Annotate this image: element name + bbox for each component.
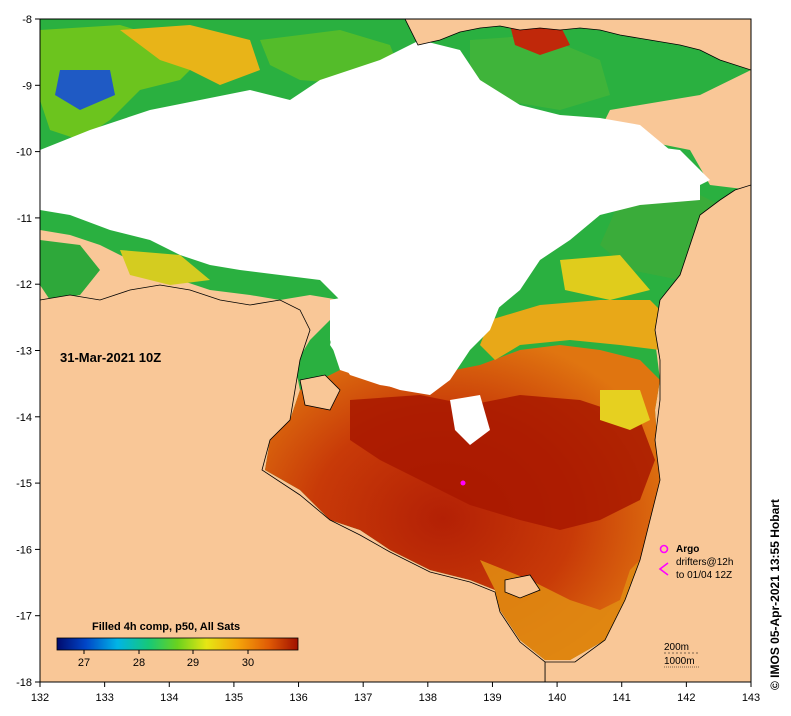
argo-float-marker <box>460 480 466 486</box>
lat-tick-label: -9 <box>22 80 32 92</box>
drifter-arrow-icon <box>658 562 669 576</box>
lat-tick-label: -11 <box>17 213 32 225</box>
colorbar-title: Filled 4h comp, p50, All Sats <box>92 621 240 633</box>
lat-axis: -8 -9 -10 -11 -12 -13 -14 -15 -16 -17 -18 <box>16 14 40 689</box>
colorbar-ticks <box>83 650 249 654</box>
lat-tick-label: -8 <box>22 14 32 26</box>
lon-tick-label: 135 <box>225 692 243 704</box>
colorbar-tick-label: 30 <box>242 657 254 669</box>
lat-tick-label: -18 <box>16 677 32 689</box>
gulf-hot-core <box>350 395 655 530</box>
drifters-legend-label: drifters@12h <box>676 557 733 568</box>
lat-tick-label: -13 <box>16 346 32 358</box>
contour-label-1000m: 1000m <box>664 656 695 667</box>
groote-eylandt <box>299 374 341 411</box>
lon-tick-label: 139 <box>483 692 501 704</box>
lat-tick-label: -12 <box>16 279 32 291</box>
lat-tick-label: -17 <box>16 611 32 623</box>
lon-tick-label: 136 <box>289 692 307 704</box>
lon-tick-label: 141 <box>613 692 631 704</box>
lat-tick-label: -14 <box>16 412 32 424</box>
lon-tick-label: 134 <box>160 692 178 704</box>
map-plot-area <box>40 19 751 682</box>
lat-tick-label: -10 <box>16 147 32 159</box>
argo-legend-icon <box>659 544 669 554</box>
argo-legend-label: Argo <box>676 544 699 555</box>
colorbar-tick-label: 27 <box>78 657 90 669</box>
lat-tick-label: -16 <box>16 544 32 556</box>
colorbar-gradient <box>56 637 299 651</box>
credit-label: © IMOS 05-Apr-2021 13:55 Hobart <box>768 499 782 690</box>
arafura-patch-yellow-west <box>120 250 210 285</box>
cloud-mask-main <box>40 40 700 390</box>
arafura-patch-ne-warm <box>510 25 570 55</box>
lon-tick-label: 142 <box>677 692 695 704</box>
lon-tick-label: 138 <box>419 692 437 704</box>
colorbar-tick-label: 28 <box>133 657 145 669</box>
colorbar: Filled 4h comp, p50, All Sats 27 28 29 3… <box>56 621 299 669</box>
lon-tick-label: 137 <box>354 692 372 704</box>
arafura-patch-nw-warm <box>120 25 260 85</box>
cloud-mask-gulf-north <box>330 290 500 395</box>
lon-axis: 132 133 134 135 136 137 138 139 140 141 142 143 <box>31 682 760 704</box>
lon-tick-label: 143 <box>742 692 760 704</box>
new-guinea-land <box>404 19 751 71</box>
lon-tick-label: 140 <box>548 692 566 704</box>
gulf-northern-band <box>480 300 670 360</box>
arafura-patch-blue <box>55 70 115 110</box>
cape-york-land <box>544 184 751 682</box>
contour-label-200m: 200m <box>664 642 689 653</box>
drifters-range-label: to 01/04 12Z <box>676 570 732 581</box>
arafura-patch-east-yellow <box>560 255 650 300</box>
arafura-patch-ne <box>470 35 610 110</box>
arafura-patch-south-west <box>40 240 100 300</box>
lat-tick-label: -15 <box>16 478 32 490</box>
contour-legend: 200m 1000m <box>664 642 700 668</box>
argo-legend: Argo drifters@12h to 01/04 12Z <box>658 544 733 581</box>
cloud-mask-gulf-gap <box>450 395 490 445</box>
lon-tick-label: 132 <box>31 692 49 704</box>
cloud-mask-east <box>600 140 710 190</box>
arnhem-land <box>40 284 546 682</box>
lon-tick-label: 133 <box>95 692 113 704</box>
mornington-island <box>504 574 541 599</box>
gulf-east-warm <box>600 390 650 430</box>
colorbar-tick-label: 29 <box>187 657 199 669</box>
date-label: 31-Mar-2021 10Z <box>60 350 161 365</box>
